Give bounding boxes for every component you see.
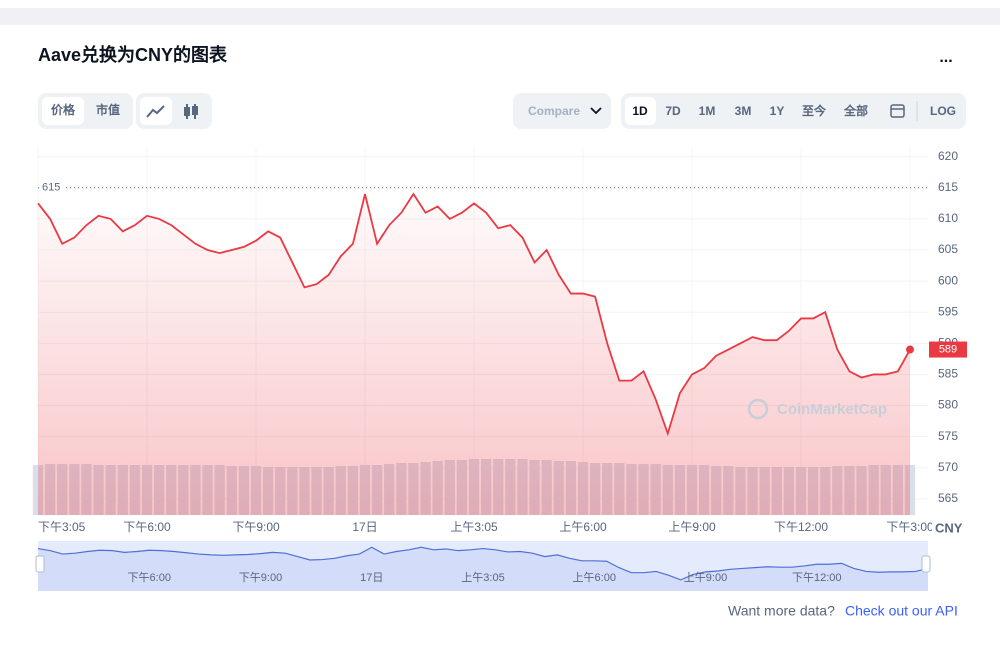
- navigator-label: 下午12:00: [792, 571, 842, 584]
- range-button[interactable]: 全部: [843, 103, 868, 118]
- compare-box[interactable]: [513, 93, 611, 129]
- x-tick-label: 下午6:00: [123, 520, 171, 534]
- range-button[interactable]: 至今: [802, 103, 827, 118]
- navigator-label: 上午9:00: [684, 571, 727, 584]
- range-group: [621, 93, 966, 129]
- navigator-area: [38, 547, 928, 591]
- navigator-handle[interactable]: [921, 555, 931, 573]
- range-button[interactable]: 3M: [735, 104, 752, 118]
- mode-active: [42, 97, 84, 125]
- navigator-line: [37, 546, 929, 581]
- area-fill: [38, 194, 910, 515]
- y-tick-label: 595: [938, 304, 958, 318]
- y-tick-label: 570: [938, 460, 958, 474]
- footer-text: Want more data?: [728, 603, 835, 619]
- api-link[interactable]: Check out our API: [845, 603, 958, 619]
- x-tick-label: 上午3:05: [450, 520, 498, 534]
- x-tick-label: 上午6:00: [559, 520, 607, 534]
- candle-icon[interactable]: [184, 104, 198, 119]
- y-tick-label: 615: [938, 180, 958, 194]
- navigator-label: 上午3:05: [461, 571, 504, 584]
- y-tick-label: 580: [938, 398, 958, 412]
- navigator-label: 上午6:00: [573, 571, 616, 584]
- compare[interactable]: Compare: [528, 104, 580, 118]
- y-tick-label: 620: [938, 149, 958, 163]
- price-tag: [929, 341, 967, 358]
- x-tick-label: 下午3:00: [886, 520, 934, 534]
- price-tag-label: 589: [939, 343, 957, 355]
- range-button[interactable]: 1Y: [770, 104, 785, 118]
- mode-button[interactable]: 价格: [51, 102, 76, 117]
- range-active: [625, 97, 656, 125]
- title: Aave兑换为CNY的图表: [38, 44, 228, 65]
- navigator-label: 下午9:00: [239, 571, 282, 584]
- y-tick-label: 585: [938, 367, 958, 381]
- currency: CNY: [935, 520, 963, 535]
- menu[interactable]: ...: [939, 49, 952, 66]
- watermark-icon: [747, 398, 769, 420]
- x-tick-label: 上午9:00: [668, 520, 716, 534]
- x-tick-label: 下午9:00: [232, 520, 280, 534]
- price-line: [37, 192, 911, 437]
- y-tick-label: 565: [938, 491, 958, 505]
- x-tick-label: 17日: [352, 520, 377, 534]
- range-button[interactable]: 1D: [632, 104, 648, 118]
- watermark: CoinMarketCap: [777, 401, 887, 418]
- y-tick-label: 575: [938, 429, 958, 443]
- navigator-label: 17日: [360, 572, 383, 584]
- y-tick-label: 610: [938, 211, 958, 225]
- reference-label-bg: [39, 179, 63, 194]
- navigator-handle[interactable]: [35, 555, 45, 573]
- reference-label: 615: [42, 182, 60, 194]
- navigator-label: 下午6:00: [128, 571, 171, 584]
- calendar-icon[interactable]: [890, 104, 905, 118]
- log-button[interactable]: LOG: [930, 104, 956, 118]
- range-button[interactable]: 7D: [665, 104, 681, 118]
- chevron: [590, 107, 602, 115]
- x-labels: 下午3:05 下午6:00 下午9:00 17日 上午3:05 上午6:00 上午9:00 下…: [38, 520, 934, 534]
- top-strip: [0, 8, 1000, 25]
- x-tick-label: 下午12:00: [774, 520, 828, 534]
- line-icon: [146, 105, 165, 118]
- y-tick-label: 605: [938, 242, 958, 256]
- y-tick-label: 600: [938, 273, 958, 287]
- mode-button[interactable]: 市值: [96, 102, 120, 117]
- last-point: [906, 345, 914, 354]
- x-tick-label: 下午3:05: [38, 520, 86, 534]
- range-button[interactable]: 1M: [699, 104, 716, 118]
